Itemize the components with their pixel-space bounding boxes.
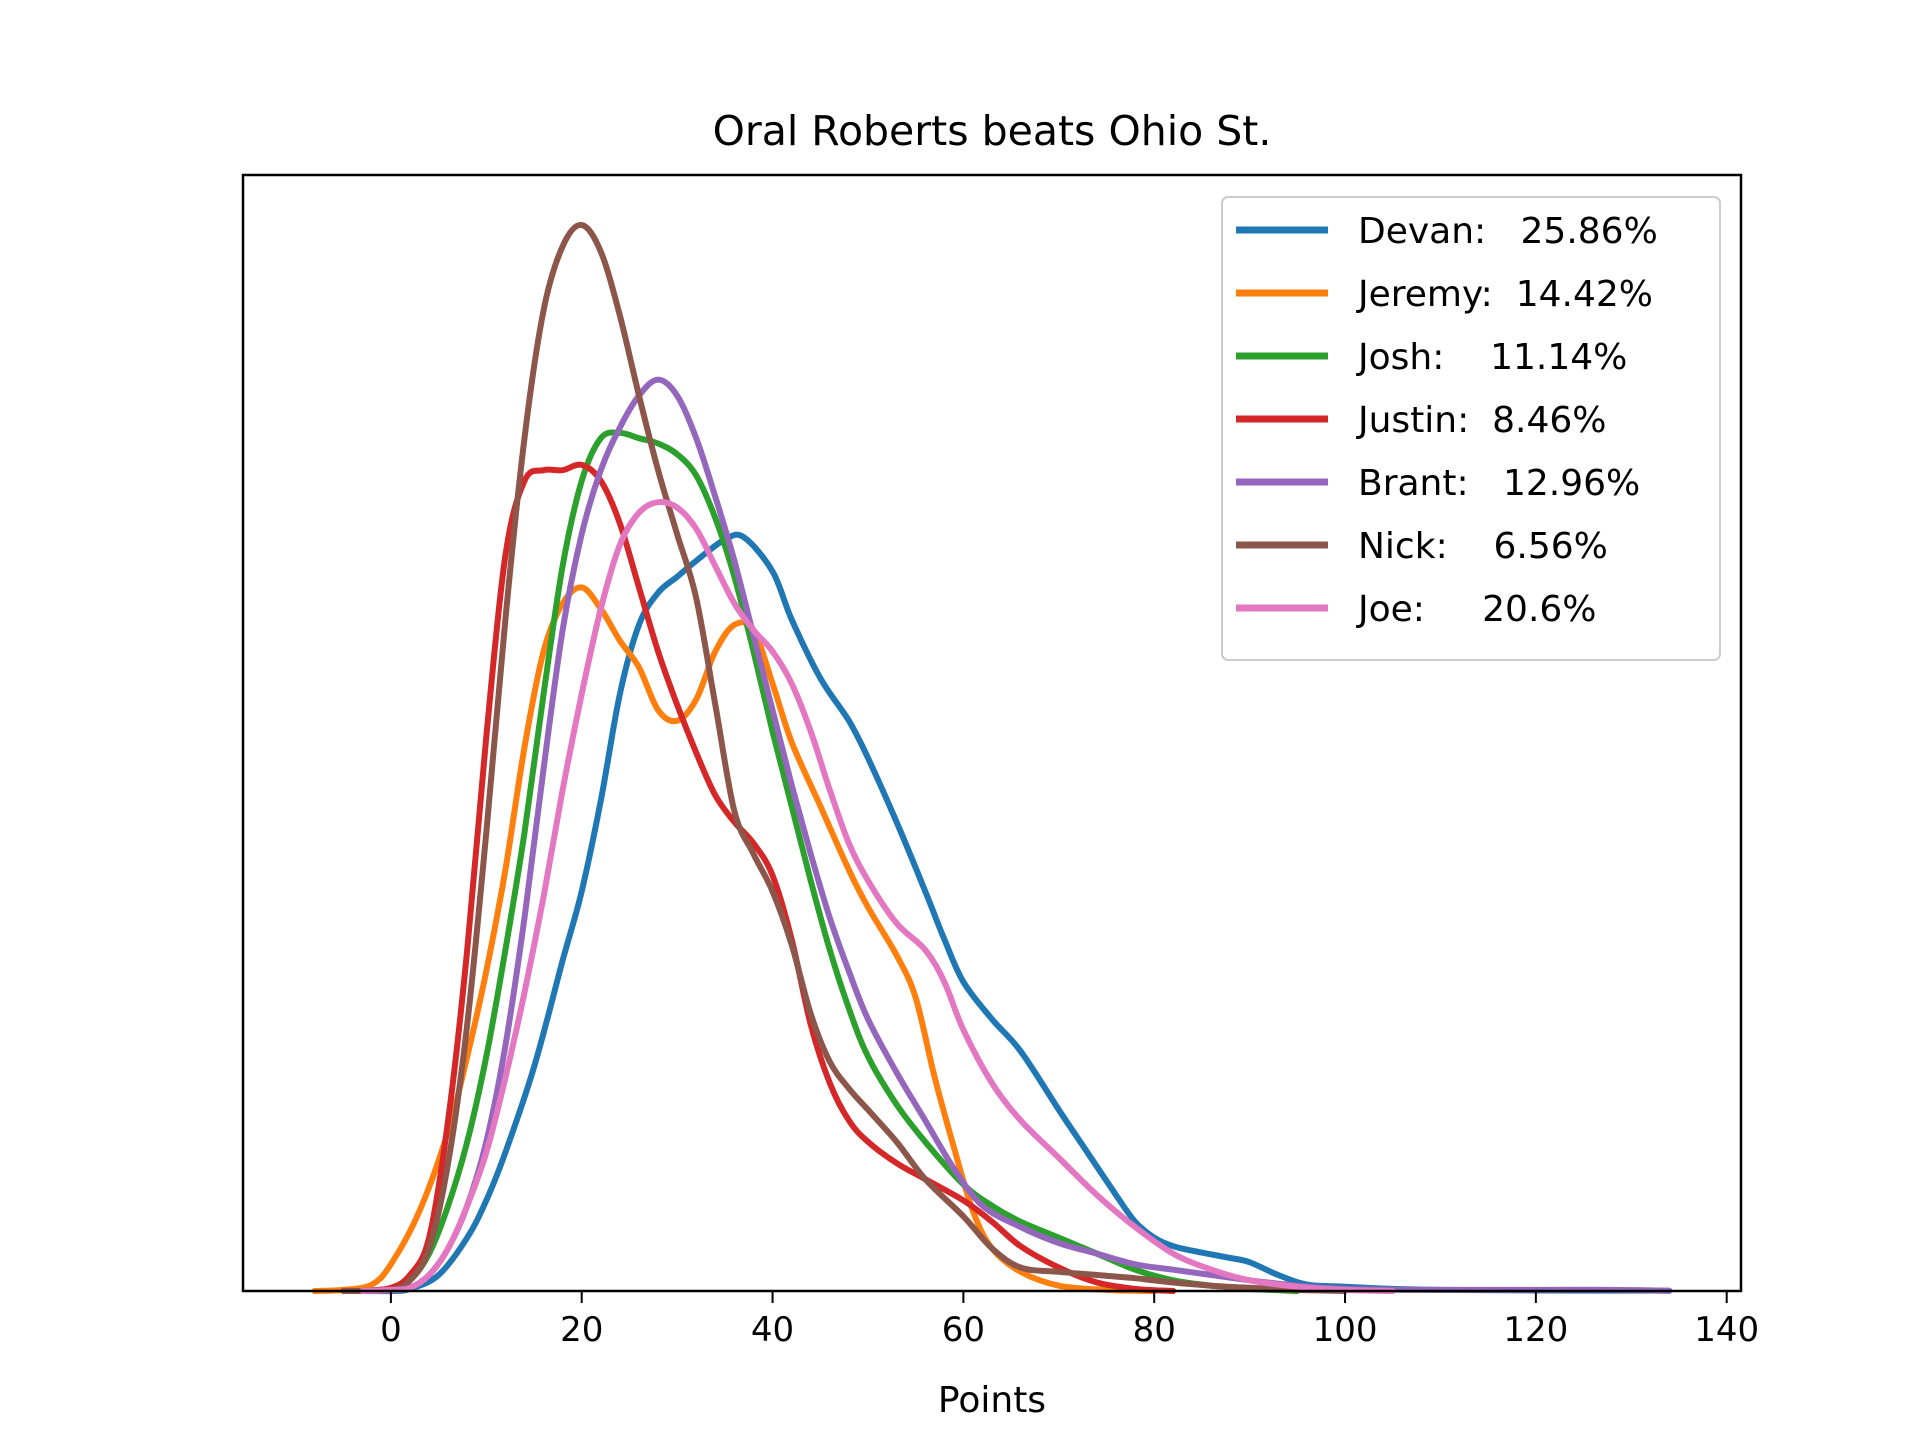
x-tick-label-5: 100 — [1313, 1310, 1378, 1350]
x-tick-label-3: 60 — [942, 1310, 985, 1350]
plot-frame — [241, 173, 1743, 1293]
x-tick-label-7: 140 — [1694, 1310, 1759, 1350]
legend-label-1: Jeremy: 14.42% — [1356, 274, 1653, 315]
legend: Devan: 25.86% Jeremy: 14.42% Josh: 11.14% J… — [1221, 196, 1721, 661]
legend-label-3: Justin: 8.46% — [1356, 400, 1607, 441]
x-tick-label-2: 40 — [751, 1310, 794, 1350]
series-line-6 — [359, 498, 1396, 1294]
chart-title: Oral Roberts beats Ohio St. — [713, 107, 1272, 155]
legend-label-0: Devan: 25.86% — [1358, 211, 1658, 252]
x-axis-label: Points — [938, 1380, 1046, 1421]
legend-label-2: Josh: 11.14% — [1356, 337, 1627, 378]
legend-label-5: Nick: 6.56% — [1358, 526, 1608, 567]
series-line-0 — [340, 531, 1673, 1295]
series-line-1 — [311, 584, 1158, 1294]
x-tick-label-1: 20 — [560, 1310, 603, 1350]
x-tick-label-6: 120 — [1503, 1310, 1568, 1350]
legend-label-4: Brant: 12.96% — [1358, 463, 1640, 504]
x-tick-label-4: 80 — [1133, 1310, 1176, 1350]
series-line-4 — [359, 376, 1673, 1294]
plot-lines — [311, 221, 1673, 1295]
series-line-5 — [340, 221, 1348, 1295]
x-tick-label-0: 0 — [380, 1310, 402, 1350]
x-axis: 0 20 40 60 80 100 120 140 — [380, 1291, 1759, 1350]
legend-box — [1221, 196, 1721, 661]
legend-label-6: Joe: 20.6% — [1356, 589, 1597, 630]
series-line-3 — [359, 461, 1177, 1294]
series-line-2 — [359, 429, 1301, 1294]
